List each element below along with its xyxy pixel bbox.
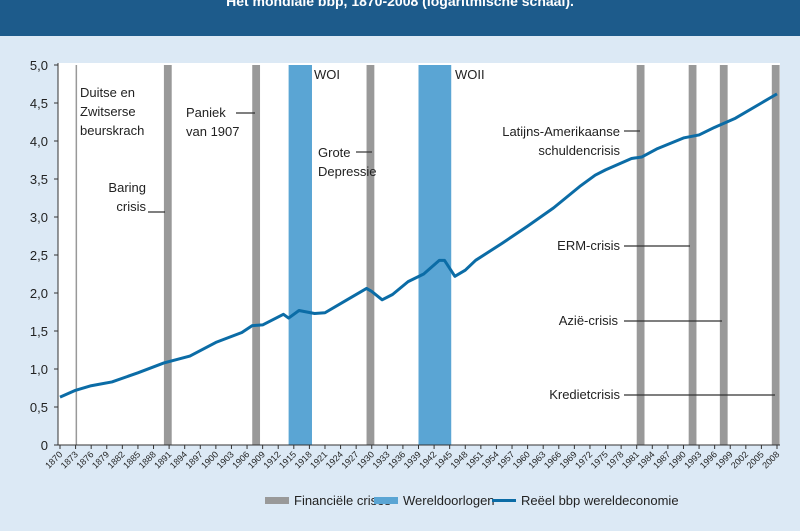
- legend-label: Reëel bbp wereldeconomie: [521, 493, 679, 508]
- y-tick-label: 3,5: [30, 172, 48, 187]
- annotation: crisis: [116, 199, 146, 214]
- annotation: Paniek: [186, 105, 226, 120]
- y-tick-label: 4,5: [30, 96, 48, 111]
- band: [75, 65, 78, 445]
- legend-swatch: [374, 497, 398, 504]
- y-tick-label: 2,0: [30, 286, 48, 301]
- y-tick-label: 0: [41, 438, 48, 453]
- annotation: van 1907: [186, 124, 240, 139]
- annotation: schuldencrisis: [538, 143, 620, 158]
- annotation: WOI: [314, 67, 340, 82]
- y-tick-label: 2,5: [30, 248, 48, 263]
- band: [288, 65, 312, 445]
- legend-label: Financiële crises: [294, 493, 391, 508]
- annotation: Azië-crisis: [559, 313, 619, 328]
- annotation: Kredietcrisis: [549, 387, 620, 402]
- chart-title: Het mondiale bbp, 1870-2008 (logaritmisc…: [226, 0, 574, 9]
- y-tick-label: 1,5: [30, 324, 48, 339]
- annotation: Zwitserse: [80, 104, 136, 119]
- band: [366, 65, 375, 445]
- annotation: beurskrach: [80, 123, 144, 138]
- band: [252, 65, 261, 445]
- legend-label: Wereldoorlogen: [403, 493, 495, 508]
- annotation: WOII: [455, 67, 485, 82]
- annotation: Depressie: [318, 164, 377, 179]
- band: [636, 65, 645, 445]
- annotation: Duitse en: [80, 85, 135, 100]
- band: [771, 65, 780, 445]
- annotation: ERM-crisis: [557, 238, 620, 253]
- band: [688, 65, 697, 445]
- band: [719, 65, 728, 445]
- band: [418, 65, 452, 445]
- series-line: [59, 92, 778, 399]
- title-band: [0, 0, 800, 36]
- y-tick-label: 5,0: [30, 58, 48, 73]
- legend-swatch: [265, 497, 289, 504]
- y-tick-label: 1,0: [30, 362, 48, 377]
- y-tick-label: 3,0: [30, 210, 48, 225]
- band: [163, 65, 172, 445]
- annotation: Baring: [108, 180, 146, 195]
- y-tick-label: 0,5: [30, 400, 48, 415]
- annotation: Latijns-Amerikaanse: [502, 124, 620, 139]
- annotation: Grote: [318, 145, 351, 160]
- y-tick-label: 4,0: [30, 134, 48, 149]
